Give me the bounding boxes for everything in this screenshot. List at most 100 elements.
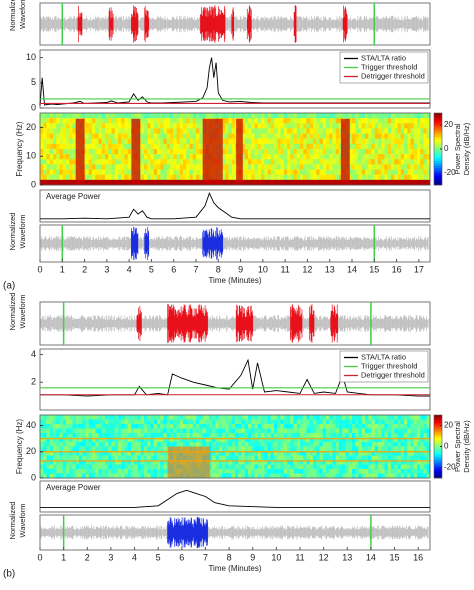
- spectrogram-cell: [108, 164, 112, 170]
- spectrogram-cell: [225, 128, 229, 134]
- spectrogram-cell: [199, 154, 203, 160]
- spectrogram-cell: [264, 143, 268, 150]
- spectrogram-cell: [277, 123, 281, 129]
- spectrogram-cell: [53, 128, 57, 134]
- spectrogram-cell: [274, 442, 278, 447]
- spectrogram-cell: [277, 128, 281, 134]
- spectrogram-cell: [144, 419, 148, 425]
- spectrogram-cell: [121, 179, 125, 186]
- spectrogram-cell: [134, 446, 138, 452]
- spectrogram-cell: [371, 446, 376, 452]
- spectrogram-cell: [264, 460, 268, 465]
- spectrogram-cell: [244, 164, 249, 170]
- spectrogram-cell: [179, 169, 184, 176]
- spectrogram-cell: [306, 118, 311, 124]
- spectrogram-cell: [82, 460, 86, 465]
- spectrogram-cell: [231, 455, 236, 461]
- spectrogram-cell: [280, 164, 285, 170]
- spectrogram-cell: [296, 437, 301, 443]
- spectrogram-cell: [378, 174, 382, 181]
- spectrogram-cell: [244, 442, 249, 447]
- spectrogram-cell: [322, 433, 327, 438]
- spectrogram-cell: [114, 446, 119, 452]
- spectrogram-cell: [374, 446, 379, 452]
- spectrogram-cell: [147, 179, 151, 186]
- spectrogram-cell: [345, 433, 350, 438]
- spectrogram-cell: [85, 460, 90, 465]
- spectrogram-cell: [183, 169, 187, 176]
- spectrogram-cell: [391, 446, 395, 452]
- spectrogram-cell: [397, 437, 402, 443]
- spectrogram-cell: [296, 123, 301, 129]
- spectrogram-cell: [124, 460, 129, 465]
- x-tick-label: 7: [203, 552, 208, 562]
- spectrogram-cell: [62, 159, 67, 165]
- spectrogram-cell: [43, 118, 47, 124]
- spectrogram-cell: [95, 424, 99, 429]
- spectrogram-cell: [332, 123, 337, 129]
- spectrogram-cell: [209, 451, 213, 456]
- spectrogram-cell: [423, 415, 428, 420]
- spectrogram-cell: [257, 128, 262, 134]
- y-tick-label: 20: [26, 122, 36, 132]
- spectrogram-cell: [257, 446, 262, 452]
- spectrogram-cell: [105, 159, 109, 165]
- spectrogram-cell: [62, 437, 67, 443]
- spectrogram-cell: [365, 464, 369, 470]
- spectrogram-cell: [98, 143, 103, 150]
- spectrogram-cell: [274, 179, 278, 186]
- spectrogram-cell: [417, 460, 421, 465]
- colorbar-cell: [434, 415, 442, 418]
- spectrogram-cell: [121, 419, 125, 425]
- spectrogram-cell: [387, 169, 392, 176]
- spectrogram-cell: [339, 118, 343, 124]
- spectrogram-cell: [98, 455, 103, 461]
- spectrogram-cell: [381, 455, 385, 461]
- spectrogram-cell: [365, 179, 369, 186]
- spectrogram-cell: [387, 442, 392, 447]
- spectrogram-cell: [407, 442, 411, 447]
- spectrogram-cell: [352, 437, 356, 443]
- spectrogram-cell: [218, 464, 223, 470]
- spectrogram-cell: [153, 149, 158, 155]
- spectrogram-cell: [280, 174, 285, 181]
- spectrogram-cell: [293, 149, 298, 155]
- spectrogram-cell: [85, 138, 90, 145]
- spectrogram-cell: [306, 428, 311, 434]
- spectrogram-cell: [423, 174, 428, 181]
- spectrogram-cell: [101, 437, 106, 443]
- spectrogram-cell: [274, 149, 278, 155]
- spectrogram-cell: [355, 123, 359, 129]
- spectrogram-cell: [46, 451, 51, 456]
- spectrogram-cell: [66, 118, 70, 124]
- spectrogram-cell: [400, 419, 405, 425]
- spectrogram-cell: [329, 169, 333, 176]
- spectrogram-cell: [352, 123, 356, 129]
- spectrogram-cell: [358, 419, 363, 425]
- spectrogram-cell: [391, 473, 395, 479]
- spectrogram-cell: [417, 179, 421, 186]
- spectrogram-cell: [53, 455, 57, 461]
- spectrogram-cell: [274, 113, 278, 119]
- spectrogram-cell: [270, 437, 275, 443]
- spectrogram-cell: [387, 415, 392, 420]
- spectrogram-cell: [92, 433, 96, 438]
- spectrogram-cell: [420, 179, 424, 186]
- spectrogram-cell: [225, 179, 229, 186]
- spectrogram-cell: [345, 460, 350, 465]
- spectrogram-cell: [397, 415, 402, 420]
- spectrogram-cell: [371, 455, 376, 461]
- spectrogram-cell: [332, 159, 337, 165]
- spectrogram-cell: [189, 415, 194, 420]
- spectrogram-cell: [72, 174, 77, 181]
- spectrogram-cell: [49, 424, 54, 429]
- spectrogram-cell: [339, 154, 343, 160]
- spectrogram-cell: [404, 442, 408, 447]
- spectrogram-cell: [404, 451, 408, 456]
- spectrogram-cell: [316, 164, 320, 170]
- spectrogram-cell: [199, 179, 203, 186]
- spectrogram-cell: [131, 437, 135, 443]
- spectrogram-cell: [413, 437, 418, 443]
- spectrogram-cell: [391, 464, 395, 470]
- spectrogram-cell: [114, 149, 119, 155]
